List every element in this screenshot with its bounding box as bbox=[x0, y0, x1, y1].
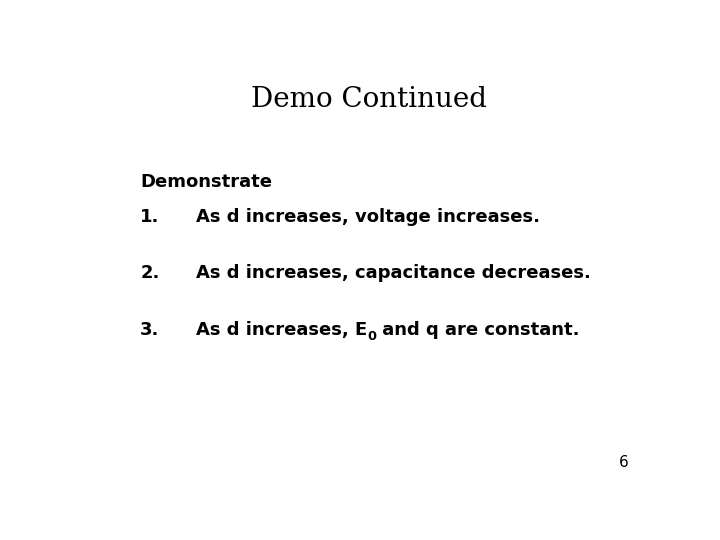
Text: As d increases, E: As d increases, E bbox=[196, 321, 367, 339]
Text: 6: 6 bbox=[618, 455, 629, 470]
Text: As d increases, voltage increases.: As d increases, voltage increases. bbox=[196, 208, 540, 226]
Text: 2.: 2. bbox=[140, 265, 160, 282]
Text: Demo Continued: Demo Continued bbox=[251, 85, 487, 113]
Text: and q are constant.: and q are constant. bbox=[377, 321, 580, 339]
Text: 3.: 3. bbox=[140, 321, 160, 339]
Text: Demonstrate: Demonstrate bbox=[140, 173, 272, 191]
Text: 1.: 1. bbox=[140, 208, 160, 226]
Text: As d increases, capacitance decreases.: As d increases, capacitance decreases. bbox=[196, 265, 591, 282]
Text: 0: 0 bbox=[367, 329, 377, 343]
